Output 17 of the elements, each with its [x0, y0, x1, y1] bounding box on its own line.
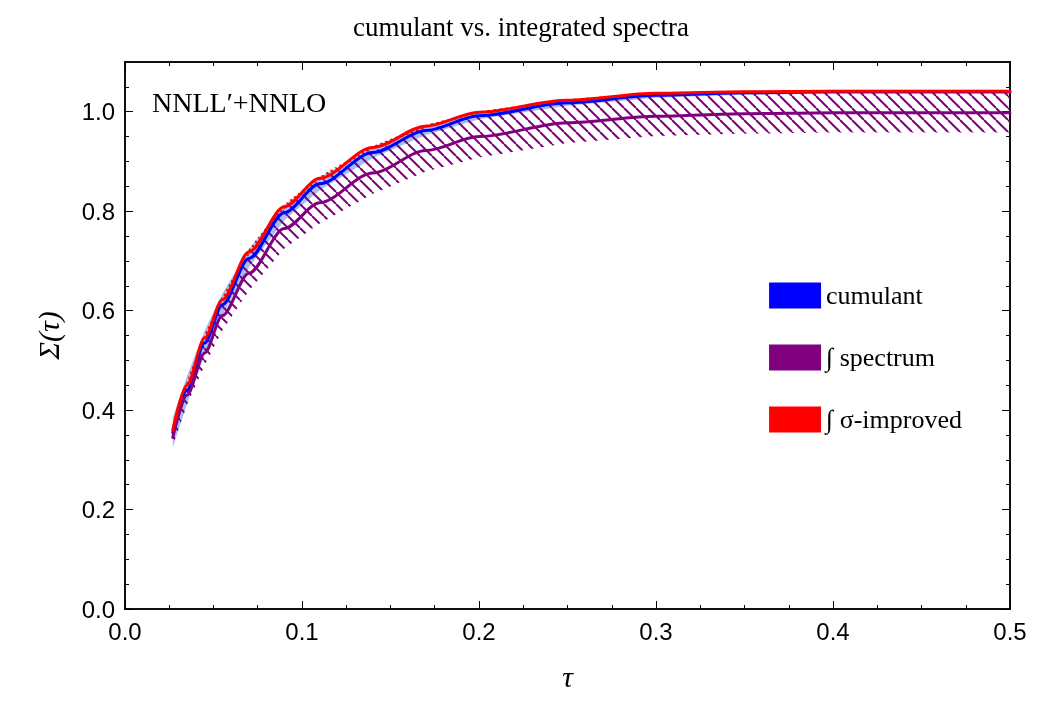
y-tick-label: 0.2 [81, 496, 115, 524]
x-tick-label: 0.4 [816, 617, 850, 645]
legend-label: ∫ spectrum [824, 343, 935, 373]
x-tick-label: 0.3 [639, 617, 673, 645]
annotation: NNLL′+NNLO [152, 86, 327, 118]
chart-title: cumulant vs. integrated spectra [353, 11, 689, 42]
y-axis-title: Σ(τ) [31, 311, 66, 361]
x-tick-label: 0.2 [462, 617, 496, 645]
y-tick-label: 0.8 [81, 197, 115, 225]
legend-label: ∫ σ-improved [824, 405, 963, 435]
y-tick-label: 0.6 [81, 297, 115, 325]
y-tick-label: 0.4 [81, 396, 115, 424]
x-axis-title: τ [562, 659, 575, 693]
legend-label: cumulant [826, 281, 924, 310]
x-tick-label: 0.1 [285, 617, 319, 645]
x-tick-label: 0.5 [993, 617, 1027, 645]
y-tick-label: 1.0 [81, 98, 115, 126]
